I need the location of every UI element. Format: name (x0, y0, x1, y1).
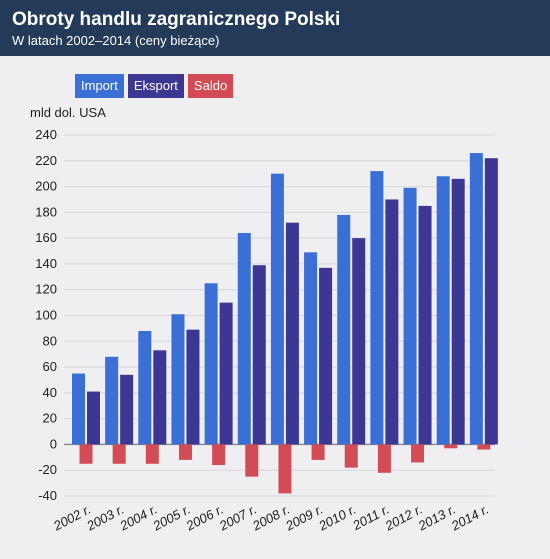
bar-import (72, 373, 85, 445)
bar-eksport (252, 265, 266, 445)
bar-saldo (278, 444, 292, 494)
bar-eksport (319, 267, 333, 445)
bar-import (204, 283, 218, 445)
bar-import (403, 187, 417, 445)
bar-eksport (120, 374, 134, 445)
bar-saldo (477, 444, 491, 450)
bar-import (337, 214, 351, 445)
y-tick-label: 100 (35, 308, 57, 323)
y-tick-label: 60 (43, 359, 57, 374)
y-tick-label: 40 (43, 385, 57, 400)
y-tick-label: 220 (35, 153, 57, 168)
bar-import (105, 356, 119, 445)
bar-eksport (484, 158, 498, 445)
bar-saldo (444, 444, 458, 449)
bar-eksport (285, 222, 299, 445)
bar-import (370, 171, 384, 445)
y-axis-label: mld dol. USA (30, 105, 106, 120)
y-tick-label: 160 (35, 230, 57, 245)
chart-title: Obroty handlu zagranicznego Polski (12, 9, 341, 30)
bar-saldo (377, 444, 391, 473)
x-tick-label: 2011 r. (349, 501, 391, 533)
header-bar: Obroty handlu zagranicznego Polski W lat… (0, 0, 550, 56)
bar-saldo (112, 444, 126, 464)
y-tick-label: -40 (38, 488, 57, 503)
bar-saldo (212, 444, 226, 466)
bar-eksport (186, 329, 200, 445)
bar-import (469, 153, 483, 445)
legend-item-import: Import (75, 74, 124, 98)
y-tick-label: 120 (35, 282, 57, 297)
bar-eksport (87, 391, 100, 445)
bar-eksport (219, 302, 233, 445)
bar-eksport (153, 350, 167, 445)
bar-saldo (311, 444, 325, 460)
legend-item-saldo: Saldo (187, 74, 234, 98)
y-tick-label: 20 (43, 411, 57, 426)
bar-import (138, 330, 152, 445)
y-tick-label: 80 (43, 333, 57, 348)
y-tick-label: 200 (35, 179, 57, 194)
y-tick-label: 180 (35, 204, 57, 219)
legend-item-eksport: Eksport (127, 74, 184, 98)
bar-import (304, 252, 318, 445)
bar-import (436, 176, 450, 445)
bar-import (171, 314, 185, 445)
bar-eksport (352, 238, 366, 445)
y-tick-label: 240 (35, 127, 57, 142)
bar-saldo (245, 444, 259, 477)
bar-saldo (344, 444, 358, 468)
bar-eksport (418, 205, 432, 445)
legend: Import Eksport Saldo (75, 74, 234, 98)
bar-saldo (411, 444, 425, 463)
bar-saldo (79, 444, 93, 464)
y-tick-label: 140 (35, 256, 57, 271)
bar-import (237, 232, 251, 445)
y-tick-label: -20 (38, 462, 57, 477)
x-tick-label: 2014 r. (448, 501, 491, 533)
chart-subtitle: W latach 2002–2014 (ceny bieżące) (12, 33, 220, 48)
bar-eksport (385, 199, 399, 445)
y-tick-label: 0 (50, 436, 57, 451)
bar-saldo (178, 444, 192, 460)
bar-saldo (145, 444, 159, 464)
bar-eksport (451, 178, 465, 445)
bar-import (270, 173, 284, 445)
